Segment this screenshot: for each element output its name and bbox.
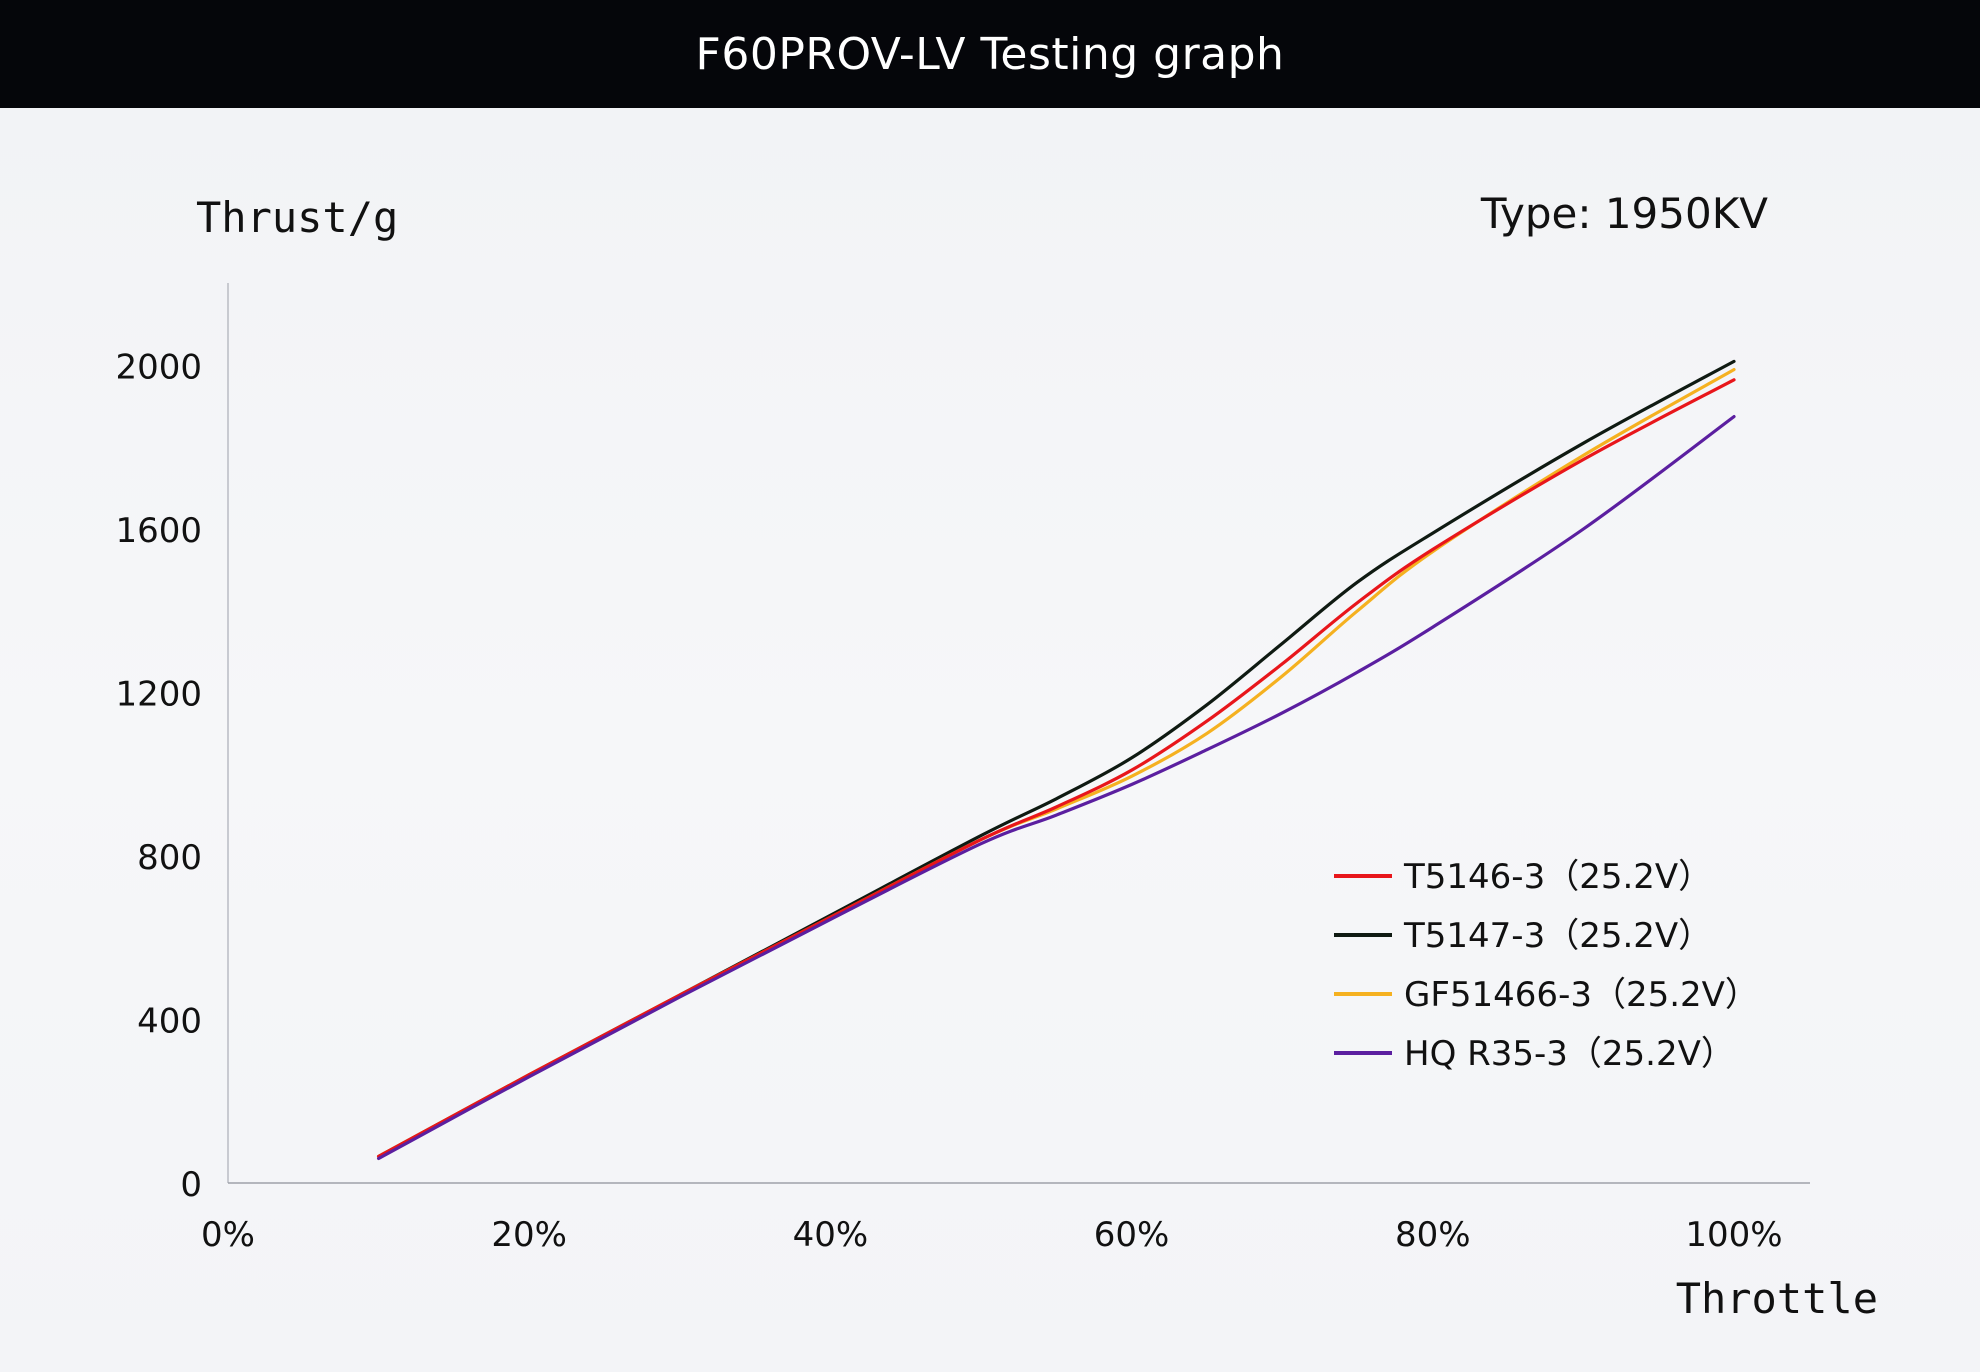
legend-label: T5147-3（25.2V） — [1403, 916, 1712, 956]
x-tick-label: 40% — [793, 1215, 869, 1255]
x-tick-label: 60% — [1094, 1215, 1170, 1255]
legend-label: T5146-3（25.2V） — [1403, 857, 1712, 897]
legend: T5146-3（25.2V） T5147-3（25.2V） GF51466-3（25… — [1334, 857, 1759, 1074]
y-tick-label: 1600 — [115, 511, 202, 551]
y-axis-label: Thrust/g — [196, 193, 398, 242]
legend-label: GF51466-3（25.2V） — [1404, 975, 1759, 1015]
thrust-line-chart: 0 400 800 1200 1600 2000 0% 20% 40% 60% 80% 100% T5… — [115, 189, 1878, 1323]
x-tick-label: 80% — [1395, 1215, 1471, 1255]
chart-title: F60PROV-LV Testing graph — [695, 28, 1285, 80]
series-line — [377, 415, 1736, 1161]
chart-area: 0 400 800 1200 1600 2000 0% 20% 40% 60% 80% 100% T5… — [0, 108, 1980, 1372]
y-tick-label: 2000 — [115, 348, 202, 388]
motor-type-label: Type: 1950KV — [1480, 189, 1768, 238]
x-tick-label: 20% — [491, 1215, 567, 1255]
series-lines — [377, 359, 1736, 1161]
y-tick-label: 1200 — [115, 675, 202, 715]
x-axis-label: Throttle — [1676, 1274, 1878, 1323]
axes: 0 400 800 1200 1600 2000 0% 20% 40% 60% 80% 100% — [115, 283, 1810, 1255]
y-tick-label: 800 — [137, 838, 202, 878]
y-tick-label: 0 — [180, 1165, 202, 1205]
chart-title-bar: F60PROV-LV Testing graph — [0, 0, 1980, 108]
x-tick-label: 100% — [1685, 1215, 1782, 1255]
y-tick-label: 400 — [137, 1002, 202, 1042]
x-tick-label: 0% — [201, 1215, 255, 1255]
legend-label: HQ R35-3（25.2V） — [1404, 1034, 1735, 1074]
series-line — [377, 378, 1736, 1158]
